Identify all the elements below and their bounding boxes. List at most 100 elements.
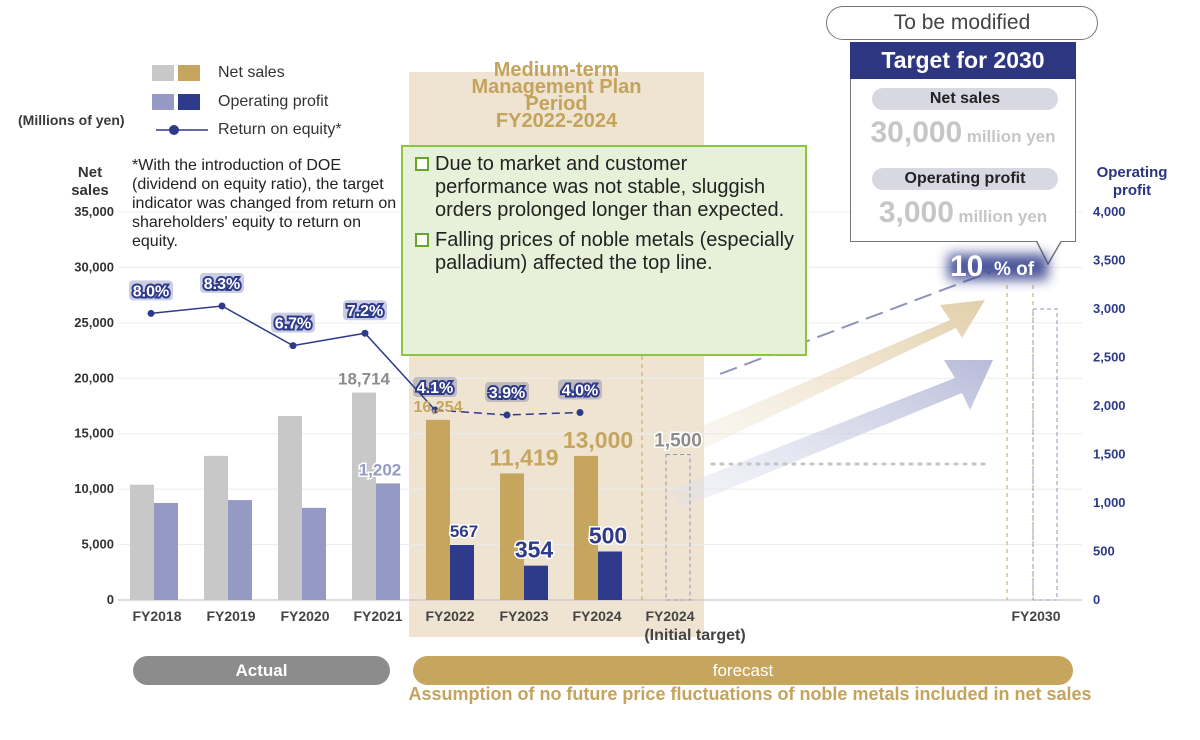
operating-profit-bar xyxy=(376,483,400,600)
right-tick-label: 1,500 xyxy=(1093,447,1126,462)
unit-label: (Millions of yen) xyxy=(18,112,125,128)
roe-target-label: 10 % of xyxy=(938,250,1058,284)
roe-data-label: 4.1% xyxy=(413,377,457,399)
x-tick-label: FY2018 xyxy=(132,608,181,624)
target-net-sales-number: 30,000 xyxy=(870,116,963,149)
legend-swatch xyxy=(178,65,200,81)
left-tick-label: 30,000 xyxy=(74,259,114,274)
target-op-value: 3,000 million yen xyxy=(852,197,1074,234)
plan-title: Medium-term Management Plan Period FY202… xyxy=(409,59,704,132)
explanation-callout: Due to market and customer performance w… xyxy=(401,145,807,356)
net-sales-bar xyxy=(204,455,228,600)
legend-net-sales: Net sales xyxy=(152,64,285,82)
operating-profit-data-label: 567 xyxy=(450,522,478,541)
callout-text: Due to market and customer performance w… xyxy=(435,153,785,221)
x-tick-labels: FY2018 FY2019 FY2020 FY2021 FY2022 FY2023 FY20… xyxy=(132,608,1060,624)
callout-item: Falling prices of noble metals (especial… xyxy=(415,229,795,275)
operating-profit-data-label: 500 xyxy=(589,523,627,549)
operating-profit-data-label: 1,500 xyxy=(654,431,702,452)
operating-profit-bar xyxy=(228,500,252,600)
roe-label-text: 4.0% xyxy=(562,382,598,399)
right-tick-label: 2,500 xyxy=(1093,350,1126,365)
right-tick-label: 3,500 xyxy=(1093,253,1126,268)
right-tick-label: 0 xyxy=(1093,592,1100,607)
net-sales-bar xyxy=(130,484,154,600)
target-op-unit: million yen xyxy=(958,207,1048,226)
operating-profit-bar xyxy=(598,551,622,600)
legend-label: Operating profit xyxy=(218,93,329,110)
legend-operating-profit: Operating profit xyxy=(152,93,328,111)
roe-label-glow xyxy=(129,280,173,301)
right-tick-label: 4,000 xyxy=(1093,204,1126,219)
roe-data-label: 8.3% xyxy=(200,273,244,295)
op-2030-target-bar xyxy=(1032,308,1058,601)
x-tick-label: FY2019 xyxy=(206,608,255,624)
right-axis-title-line: profit xyxy=(1112,182,1152,199)
roe-label-text: 6.7% xyxy=(275,316,311,333)
net-sales-bar xyxy=(500,473,524,600)
roe-label-glow xyxy=(485,381,529,402)
left-tick-label: 20,000 xyxy=(74,370,114,385)
roe-target-unit: % of xyxy=(994,259,1035,280)
legend-line-icon xyxy=(156,125,208,135)
plan-title-line: Medium-term xyxy=(493,59,620,81)
x-tick-label: FY2020 xyxy=(280,608,329,624)
net-sales-bar xyxy=(352,392,376,600)
net-sales-data-label: 18,714 xyxy=(338,370,391,389)
roe-label-glow xyxy=(271,312,315,333)
x-tick-label: FY2022 xyxy=(425,608,474,624)
target-net-sales-unit: million yen xyxy=(966,127,1056,146)
roe-label-glow xyxy=(558,379,602,400)
left-tick-label: 35,000 xyxy=(74,204,114,219)
operating-profit-bar xyxy=(302,507,326,600)
right-axis: 0 500 1,000 1,500 2,000 2,500 3,000 3,500 4,000 xyxy=(1093,204,1126,607)
plan-title-line: FY2022-2024 xyxy=(495,110,618,132)
right-axis-title-line: Operating xyxy=(1096,164,1168,181)
target-box-pointer xyxy=(1034,238,1064,266)
net-sales-bar xyxy=(278,415,302,600)
roe-point xyxy=(431,406,439,414)
operating-profit-bar xyxy=(450,545,474,600)
roe-label-text: 7.2% xyxy=(347,303,383,320)
roe-point xyxy=(576,408,584,416)
left-axis-title-line: sales xyxy=(71,182,109,199)
initial-target-label: (Initial target) xyxy=(644,627,746,644)
target-box-title: Target for 2030 xyxy=(850,42,1076,79)
callout-text: Falling prices of noble metals (especial… xyxy=(435,229,795,274)
right-tick-label: 1,000 xyxy=(1093,495,1126,510)
roe-point xyxy=(289,342,297,350)
target-op-number: 3,000 xyxy=(878,196,954,229)
to-be-modified-badge: To be modified xyxy=(826,6,1098,40)
roe-target-number: 10 xyxy=(950,250,984,283)
bars xyxy=(130,308,1058,601)
operating-profit-data-label: 354 xyxy=(515,537,554,563)
roe-line: 8.0% 8.3% 6.7% 7.2% 4.1% 3.9% 4.0% xyxy=(129,273,602,419)
legend-swatch xyxy=(152,65,174,81)
assumption-note: Assumption of no future price fluctuatio… xyxy=(408,684,1092,704)
checkbox-icon xyxy=(415,233,429,247)
right-axis-title: Operating profit xyxy=(1084,164,1180,200)
op-initial-target-bar xyxy=(665,454,691,601)
actual-band: Actual xyxy=(133,656,390,685)
right-tick-label: 3,000 xyxy=(1093,301,1126,316)
target-op-label: Operating profit xyxy=(872,168,1058,190)
doe-footnote: *With the introduction of DOE (dividend … xyxy=(132,157,397,250)
roe-label-text: 8.0% xyxy=(133,283,169,300)
operating-profit-bar xyxy=(154,503,178,600)
plan-title-line: Period xyxy=(525,93,588,115)
callout-item: Due to market and customer performance w… xyxy=(415,153,795,222)
right-tick-label: 500 xyxy=(1093,544,1115,559)
net-sales-data-label: 13,000 xyxy=(563,427,633,453)
left-axis-title-line: Net xyxy=(77,164,103,181)
checkbox-icon xyxy=(415,157,429,171)
legend-swatch xyxy=(178,94,200,110)
legend-roe: Return on equity* xyxy=(152,121,342,139)
legend-label: Net sales xyxy=(218,64,285,81)
x-tick-label: FY2024 xyxy=(645,608,694,624)
roe-label-text: 3.9% xyxy=(489,385,525,402)
roe-target-dashed-line xyxy=(719,271,991,375)
x-tick-label: FY2030 xyxy=(1011,608,1060,624)
operating-profit-bar xyxy=(524,565,548,600)
